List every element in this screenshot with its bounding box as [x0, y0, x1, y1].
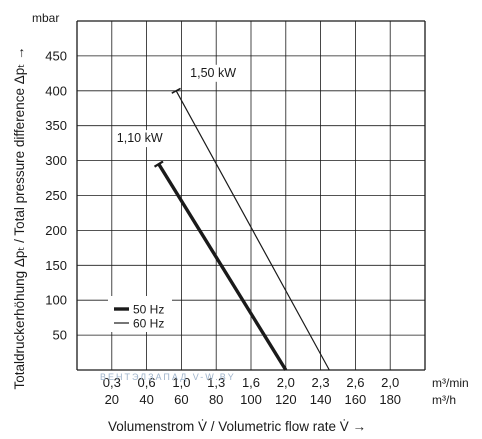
x-tick-label-h: 80: [209, 392, 223, 407]
x-axis-title: Volumenstrom V̇ / Volumetric flow rate V…: [108, 419, 366, 434]
x-tick-label-h: 120: [275, 392, 297, 407]
series-annotation-1: 1,10 kW: [117, 131, 163, 145]
x-unit-h-label: m³/h: [432, 393, 456, 407]
y-tick-label: 250: [45, 188, 67, 203]
chart-series-layer: [153, 87, 330, 371]
x-tick-label-min: 1,6: [242, 375, 260, 390]
legend-box: [108, 296, 172, 332]
x-tick-label-min: 2,3: [312, 375, 330, 390]
y-tick-label: 200: [45, 223, 67, 238]
y-tick-label: 150: [45, 258, 67, 273]
series-end-cap: [153, 160, 164, 168]
series-line-2: [175, 90, 330, 371]
y-tick-label: 450: [45, 48, 67, 63]
series-line-1: [157, 163, 288, 371]
x-tick-label-min: 0,6: [138, 375, 156, 390]
x-tick-label-min: 1,3: [207, 375, 225, 390]
x-tick-label-min: 2,0: [381, 375, 399, 390]
y-unit-label: mbar: [32, 11, 59, 25]
y-tick-label: 100: [45, 293, 67, 308]
series-end-cap: [171, 87, 181, 94]
y-tick-label: 350: [45, 118, 67, 133]
annotation-bg: [187, 64, 245, 82]
x-tick-label-h: 140: [310, 392, 332, 407]
x-tick-label-h: 100: [240, 392, 262, 407]
legend-entry: 60 Hz: [133, 317, 164, 331]
chart-labels-layer: 50 100 150 200 250 300 350 400 450 0,3 20 0,6 40 1,0 6…: [45, 48, 401, 407]
legend-entry: 50 Hz: [133, 303, 164, 317]
chart-grid: [76, 20, 426, 371]
watermark: ВЕНТЭЛЗАПАД V-W.BY: [100, 372, 236, 382]
x-tick-label-min: 2,6: [346, 375, 364, 390]
y-tick-label: 50: [53, 328, 67, 343]
y-tick-label: 300: [45, 153, 67, 168]
x-unit-min-label: m³/min: [432, 376, 469, 390]
series-annotation-2: 1,50 kW: [190, 66, 236, 80]
y-axis-title: Totaldruckerhöhung Δpₜ / Total pressure …: [12, 47, 27, 390]
x-tick-label-min: 1,0: [172, 375, 190, 390]
x-tick-label-min: 2,0: [277, 375, 295, 390]
x-tick-label-min: 0,3: [103, 375, 121, 390]
x-tick-label-h: 60: [174, 392, 188, 407]
x-tick-label-h: 20: [105, 392, 119, 407]
y-tick-label: 400: [45, 83, 67, 98]
annotation-bg: [113, 130, 172, 148]
x-tick-label-h: 40: [139, 392, 153, 407]
x-tick-label-h: 160: [345, 392, 367, 407]
x-tick-label-h: 180: [379, 392, 401, 407]
